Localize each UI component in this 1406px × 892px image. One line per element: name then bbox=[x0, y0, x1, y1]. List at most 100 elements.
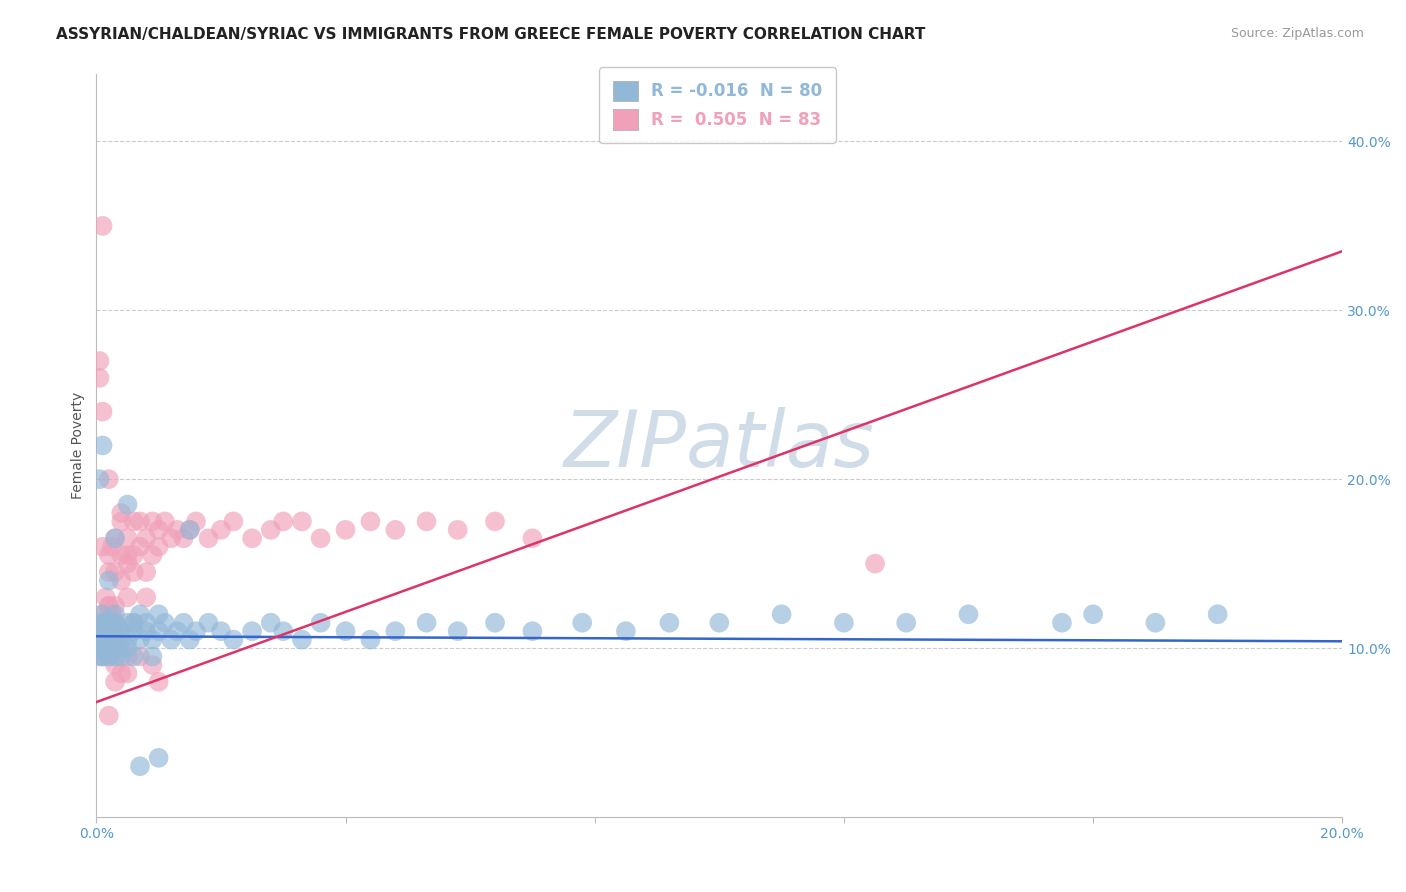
Point bbox=[135, 565, 157, 579]
Y-axis label: Female Poverty: Female Poverty bbox=[72, 392, 86, 499]
Point bbox=[110, 632, 132, 647]
Point bbox=[89, 371, 111, 385]
Point bbox=[97, 708, 120, 723]
Point bbox=[97, 599, 120, 613]
Point bbox=[447, 523, 470, 537]
Point bbox=[97, 599, 120, 613]
Point bbox=[122, 615, 145, 630]
Point bbox=[141, 548, 163, 562]
Point bbox=[222, 515, 245, 529]
Point bbox=[148, 540, 170, 554]
Point bbox=[101, 607, 124, 622]
Text: Source: ZipAtlas.com: Source: ZipAtlas.com bbox=[1230, 27, 1364, 40]
Point bbox=[91, 607, 114, 622]
Text: ZIPatlas: ZIPatlas bbox=[564, 408, 875, 483]
Point bbox=[104, 615, 127, 630]
Point bbox=[135, 615, 157, 630]
Point bbox=[166, 523, 188, 537]
Point bbox=[957, 607, 980, 622]
Point bbox=[197, 531, 219, 545]
Point bbox=[117, 591, 139, 605]
Point bbox=[173, 615, 195, 630]
Point bbox=[1081, 607, 1104, 622]
Point bbox=[97, 649, 120, 664]
Point bbox=[117, 498, 139, 512]
Point bbox=[91, 438, 114, 452]
Point bbox=[447, 624, 470, 639]
Point bbox=[104, 649, 127, 664]
Point bbox=[179, 523, 201, 537]
Point bbox=[90, 624, 112, 639]
Point bbox=[91, 649, 114, 664]
Point bbox=[148, 523, 170, 537]
Point bbox=[91, 641, 114, 656]
Point bbox=[335, 523, 357, 537]
Point bbox=[89, 641, 111, 656]
Point bbox=[179, 632, 201, 647]
Point bbox=[129, 632, 152, 647]
Point bbox=[240, 531, 263, 545]
Point bbox=[94, 641, 117, 656]
Point bbox=[104, 599, 127, 613]
Point bbox=[153, 615, 176, 630]
Point bbox=[122, 615, 145, 630]
Point bbox=[832, 615, 855, 630]
Point bbox=[89, 632, 111, 647]
Point bbox=[117, 531, 139, 545]
Point bbox=[89, 354, 111, 368]
Point bbox=[173, 531, 195, 545]
Point bbox=[97, 624, 120, 639]
Point bbox=[384, 523, 406, 537]
Point bbox=[141, 649, 163, 664]
Point bbox=[141, 657, 163, 672]
Point bbox=[110, 574, 132, 588]
Point bbox=[148, 624, 170, 639]
Point bbox=[129, 649, 152, 664]
Point bbox=[209, 624, 232, 639]
Point bbox=[122, 515, 145, 529]
Point bbox=[122, 649, 145, 664]
Point bbox=[89, 649, 111, 664]
Point bbox=[148, 751, 170, 765]
Point bbox=[129, 759, 152, 773]
Point bbox=[97, 548, 120, 562]
Point bbox=[1144, 615, 1167, 630]
Point bbox=[97, 641, 120, 656]
Point bbox=[110, 624, 132, 639]
Point bbox=[97, 472, 120, 486]
Point bbox=[104, 641, 127, 656]
Point bbox=[153, 515, 176, 529]
Point bbox=[197, 615, 219, 630]
Point bbox=[271, 624, 294, 639]
Point bbox=[104, 531, 127, 545]
Point bbox=[260, 523, 283, 537]
Point bbox=[415, 615, 437, 630]
Point bbox=[94, 615, 117, 630]
Point bbox=[135, 591, 157, 605]
Point bbox=[104, 624, 127, 639]
Point bbox=[260, 615, 283, 630]
Point bbox=[122, 548, 145, 562]
Point bbox=[91, 649, 114, 664]
Point bbox=[614, 624, 637, 639]
Point bbox=[97, 574, 120, 588]
Point bbox=[184, 515, 207, 529]
Point bbox=[484, 615, 506, 630]
Point bbox=[101, 540, 124, 554]
Point bbox=[166, 624, 188, 639]
Point bbox=[291, 515, 314, 529]
Point bbox=[94, 641, 117, 656]
Point bbox=[117, 557, 139, 571]
Point bbox=[104, 657, 127, 672]
Legend: R = -0.016  N = 80, R =  0.505  N = 83: R = -0.016 N = 80, R = 0.505 N = 83 bbox=[599, 68, 835, 143]
Point bbox=[222, 632, 245, 647]
Point bbox=[89, 641, 111, 656]
Point bbox=[94, 591, 117, 605]
Point bbox=[359, 515, 381, 529]
Point bbox=[89, 472, 111, 486]
Point bbox=[117, 641, 139, 656]
Point bbox=[104, 615, 127, 630]
Point bbox=[110, 666, 132, 681]
Point bbox=[209, 523, 232, 537]
Point bbox=[160, 531, 183, 545]
